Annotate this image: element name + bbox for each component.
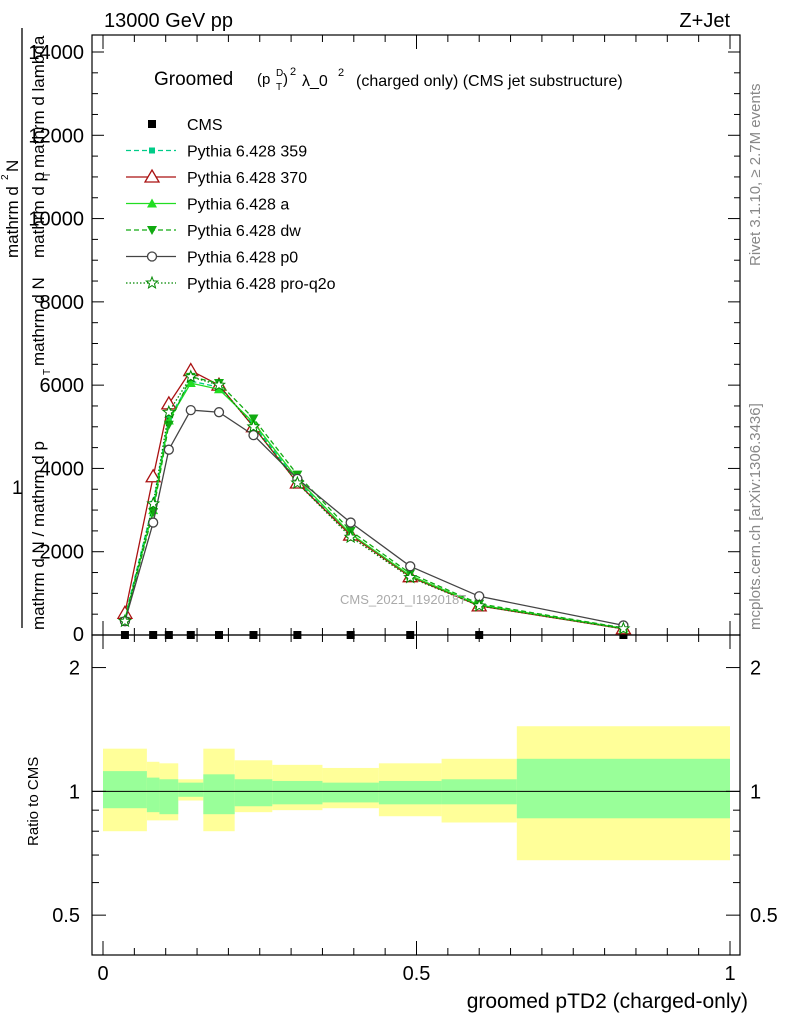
legend-label: CMS: [187, 117, 223, 134]
ratio-band-inner: [159, 779, 179, 815]
legend-marker: [145, 275, 159, 290]
legend-label: Pythia 6.428 a: [187, 197, 289, 214]
legend-marker: [146, 251, 158, 262]
ratio-band-inner: [272, 780, 323, 805]
ratio-band-inner: [378, 780, 442, 805]
ratio-band-inner: [146, 777, 160, 813]
legend-label: Pythia 6.428 pro-q2o: [187, 276, 336, 293]
series-pythia-6-428-pro-q2o-point: [472, 598, 487, 612]
series-pythia-6-428-pro-q2o-point: [403, 570, 418, 584]
legend-marker: [149, 147, 155, 154]
series-pythia-6-428-pro-q2o-point: [183, 369, 198, 383]
legend-label: Pythia 6.428 p0: [187, 250, 298, 267]
main-ytick-label: 10000: [28, 209, 84, 231]
main-ytick-label: 4000: [40, 458, 85, 480]
ratio-ytick-label-right: 1: [750, 781, 761, 803]
ratio-ytick-label: 1: [69, 781, 80, 803]
title-sq1: 2: [290, 66, 296, 78]
title-p: (p: [257, 71, 270, 88]
ratio-band-inner: [178, 782, 204, 797]
ratio-ytick-label: 2: [69, 658, 80, 680]
title-suffix: (charged only) (CMS jet substructure): [356, 73, 623, 90]
series-pythia-6-428-dw-point: [248, 414, 259, 424]
ylabel-top-2: mathrm d p: [29, 172, 48, 258]
series-pythia-6-428-p0-point: [213, 407, 225, 418]
ylabel-top-1: mathrm d: [3, 186, 22, 258]
ratio-band-inner: [322, 782, 379, 803]
ratio-xtick-label: 0: [97, 963, 108, 985]
ylabel-top-3: mathrm d lambda: [29, 35, 48, 168]
ratio-band-inner: [103, 771, 147, 809]
legend-label: Pythia 6.428 dw: [187, 223, 301, 240]
series-pythia-6-428-pro-q2o-point: [343, 529, 358, 544]
header-right: Z+Jet: [679, 10, 730, 32]
ylabel-top-sub: T: [42, 172, 53, 178]
main-ytick-label: 2000: [40, 542, 85, 564]
legend-marker: [148, 120, 156, 128]
legend-label: Pythia 6.428 370: [187, 170, 307, 187]
main-ytick-label: 8000: [40, 292, 85, 314]
ylabel-main: 1 mathrm d 2 N mathrm d p T mathrm d lam…: [0, 28, 53, 630]
series-pythia-6-428-p0-point: [185, 404, 196, 416]
legend-label: Pythia 6.428 359: [187, 144, 307, 161]
ratio-ytick-label-right: 0.5: [750, 905, 778, 927]
series-pythia-6-428-pro-q2o-point: [146, 496, 161, 510]
series-pythia-6-428-pro-q2o-point: [290, 475, 305, 490]
series-pythia-6-428-pro-q2o-line: [124, 376, 624, 630]
mcplots-label: mcplots.cern.ch [arXiv:1306.3436]: [747, 403, 764, 630]
legend-marker: [147, 198, 157, 208]
series-pythia-6-428-pro-q2o-point: [246, 419, 261, 433]
title-prefix: Groomed: [154, 69, 233, 90]
series-pythia-6-428-p0-point: [405, 561, 416, 572]
ylabel-one: 1: [12, 478, 23, 499]
main-ytick-label: 12000: [28, 125, 84, 147]
series-pythia-6-428-pro-q2o-point: [616, 621, 631, 635]
main-title: Groomed: [154, 69, 233, 90]
ylabel-top-sup: 2: [0, 174, 11, 180]
series-pythia-6-428-a-point: [185, 378, 196, 388]
xlabel: groomed pTD2 (charged-only): [467, 990, 748, 1013]
series-pythia-6-428-dw-line: [124, 376, 624, 629]
watermark: CMS_2021_I1920187: [340, 592, 467, 607]
legend-marker: [147, 226, 157, 235]
ratio-band-inner: [516, 758, 730, 819]
series-pythia-6-428-370-line: [124, 369, 624, 630]
series-pythia-6-428-a-point: [213, 384, 224, 394]
ratio-band-inner: [234, 779, 273, 807]
title-close: ): [283, 71, 288, 88]
ratio-ylabel: Ratio to CMS: [25, 757, 42, 846]
series-pythia-6-428-pro-q2o-point: [117, 613, 133, 628]
legend: CMS Pythia 6.428 359 Pythia 6.428 370 Pythi…: [126, 117, 336, 293]
title-lambda: λ_0: [302, 73, 328, 90]
series-pythia-6-428-pro-q2o-point: [161, 404, 176, 419]
title-sub-t: T: [276, 82, 282, 93]
series-pythia-6-428-370-point: [145, 468, 162, 483]
series-pythia-6-428-p0-point: [345, 517, 356, 528]
ratio-ytick-label-right: 2: [750, 658, 761, 680]
title-sq2: 2: [338, 67, 344, 79]
ylabel-bottom-b: mathrm d N: [29, 277, 48, 366]
series-pythia-6-428-p0-point: [163, 444, 174, 455]
ratio-panel: 0 0.5 1 0.5 0.5 1 1 2 2: [52, 634, 778, 985]
ylabel-bottom-sub: T: [42, 369, 53, 375]
legend-marker: [143, 168, 161, 183]
main-panel: 2000 4000 6000 8000 10000 12000 14000 0: [28, 34, 741, 646]
ratio-xtick-label: 1: [724, 963, 735, 985]
ratio-band-inner: [203, 774, 235, 815]
ylabel-top-N: N: [3, 160, 22, 172]
title-sup-d: D: [276, 68, 283, 79]
main-ytick-label: 14000: [28, 42, 84, 64]
series-pythia-6-428-pro-q2o-point: [212, 377, 226, 392]
ylabel-bottom-a: mathrm d N / mathrm d p: [29, 441, 48, 630]
header-left: 13000 GeV pp: [104, 10, 233, 32]
series-pythia-6-428-p0-point: [248, 429, 259, 441]
series-pythia-6-428-p0-point: [148, 517, 159, 528]
rivet-label: Rivet 3.1.10, ≥ 2.7M events: [747, 84, 764, 267]
ratio-ytick-label: 0.5: [52, 905, 80, 927]
series-pythia-6-428-dw-point: [163, 420, 174, 430]
main-ytick-label-zero: 0: [73, 624, 84, 646]
ratio-xtick-label: 0.5: [403, 963, 431, 985]
main-ytick-label: 6000: [40, 375, 85, 397]
